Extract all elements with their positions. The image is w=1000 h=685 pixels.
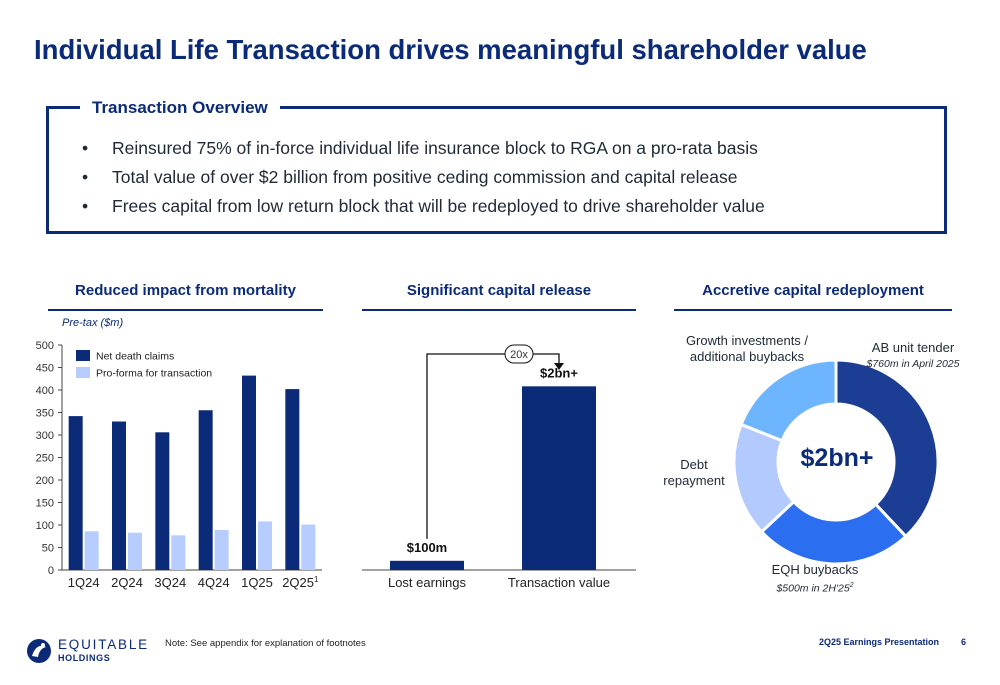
- bullet-item: Total value of over $2 billion from posi…: [82, 163, 765, 192]
- overview-bullets: Reinsured 75% of in-force individual lif…: [82, 134, 765, 221]
- donut-slice-3: [739, 358, 838, 443]
- logo-emblem-icon: [27, 639, 51, 663]
- arrow-head-icon: [554, 363, 564, 370]
- y-tick-label: 250: [36, 453, 54, 465]
- bar-lost-earnings: [390, 560, 464, 570]
- bar-net-death-claims: [155, 432, 170, 570]
- donut-label-ab-tender: AB unit tender $760m in April 2025: [847, 340, 979, 372]
- y-tick-label: 450: [36, 363, 54, 375]
- logo-wordmark: EQUITABLE: [58, 637, 149, 652]
- bar-net-death-claims: [112, 421, 126, 570]
- x-tick-label: 2Q251: [282, 575, 319, 590]
- slice-sublabel: $500m in 2H'25: [776, 582, 850, 595]
- x-tick-label: 4Q24: [198, 575, 230, 590]
- legend-label: Net death claims: [96, 351, 174, 363]
- overview-box: [46, 106, 947, 234]
- donut-slice-1: [759, 499, 908, 566]
- y-tick-label: 0: [48, 565, 54, 577]
- bar-pro-forma: [84, 531, 99, 570]
- page-title: Individual Life Transaction drives meani…: [34, 34, 867, 65]
- y-tick-label: 300: [36, 430, 54, 442]
- bar-net-death-claims: [285, 389, 300, 570]
- y-tick-label: 200: [36, 475, 54, 487]
- y-tick-label: 400: [36, 385, 54, 397]
- legend-swatch: [76, 350, 90, 361]
- bullet-item: Reinsured 75% of in-force individual lif…: [82, 134, 765, 163]
- x-tick-label: 1Q24: [68, 575, 100, 590]
- footnote-note: Note: See appendix for explanation of fo…: [165, 638, 366, 649]
- presentation-name: 2Q25 Earnings Presentation: [818, 637, 939, 647]
- footer-right: 2Q25 Earnings Presentation 6: [819, 637, 966, 647]
- section-title-capital-release: Significant capital release: [406, 282, 592, 299]
- multiplier-arrow-line: [426, 353, 560, 539]
- donut-label-debt: Debt repayment: [663, 457, 725, 488]
- legend-label: Pro-forma for transaction: [96, 368, 212, 380]
- bar-pro-forma: [171, 535, 186, 570]
- x-tick-label: 1Q25: [241, 575, 273, 590]
- overview-title: Transaction Overview: [80, 98, 280, 118]
- equitable-logo: EQUITABLE HOLDINGS: [26, 634, 166, 668]
- y-tick-label: 50: [42, 543, 54, 555]
- bar-pro-forma: [258, 521, 272, 570]
- y-tick-label: 500: [36, 340, 54, 352]
- bar-net-death-claims: [68, 416, 83, 570]
- page-number: 6: [960, 637, 966, 647]
- donut-label-eqh-buybacks: EQH buybacks $500m in 2H'252: [740, 562, 890, 597]
- slice-label: EQH buybacks: [771, 562, 859, 577]
- section-rule: [362, 309, 636, 311]
- multiplier-label: 20x: [510, 349, 528, 361]
- logo-subtitle: HOLDINGS: [58, 653, 111, 663]
- section-title-redeployment: Accretive capital redeployment: [702, 282, 924, 299]
- y-axis-label: Pre-tax ($m): [62, 317, 124, 329]
- y-tick-label: 350: [36, 408, 54, 420]
- donut-slice-0: [834, 358, 940, 539]
- x-tick-label: Transaction value: [508, 575, 610, 590]
- bar-transaction-value: [522, 386, 596, 570]
- donut-center-label: $2bn+: [800, 444, 874, 472]
- bar-pro-forma: [214, 529, 229, 570]
- footnote-marker: 2: [849, 582, 854, 589]
- x-tick-label: 2Q24: [111, 575, 143, 590]
- bar-net-death-claims: [198, 410, 213, 570]
- y-tick-label: 150: [36, 498, 54, 510]
- multiplier-badge: [504, 344, 534, 364]
- bar-pro-forma: [301, 524, 316, 570]
- slice-label: AB unit tender: [871, 340, 955, 355]
- bar-pro-forma: [128, 532, 142, 570]
- section-rule: [674, 309, 952, 311]
- bar-net-death-claims: [242, 375, 256, 570]
- section-rule: [48, 309, 323, 311]
- donut-label-growth: Growth investments / additional buybacks: [685, 333, 809, 364]
- data-label: $2bn+: [540, 365, 578, 380]
- bullet-item: Frees capital from low return block that…: [82, 192, 765, 221]
- data-label: $100m: [407, 540, 447, 555]
- slice-sublabel: $760m in April 2025: [866, 358, 960, 370]
- legend-swatch: [76, 367, 90, 378]
- section-title-mortality: Reduced impact from mortality: [75, 282, 296, 299]
- footnote-marker: 1: [314, 575, 319, 584]
- x-tick-label: 3Q24: [154, 575, 186, 590]
- y-tick-label: 100: [36, 520, 54, 532]
- x-tick-label: Lost earnings: [388, 575, 467, 590]
